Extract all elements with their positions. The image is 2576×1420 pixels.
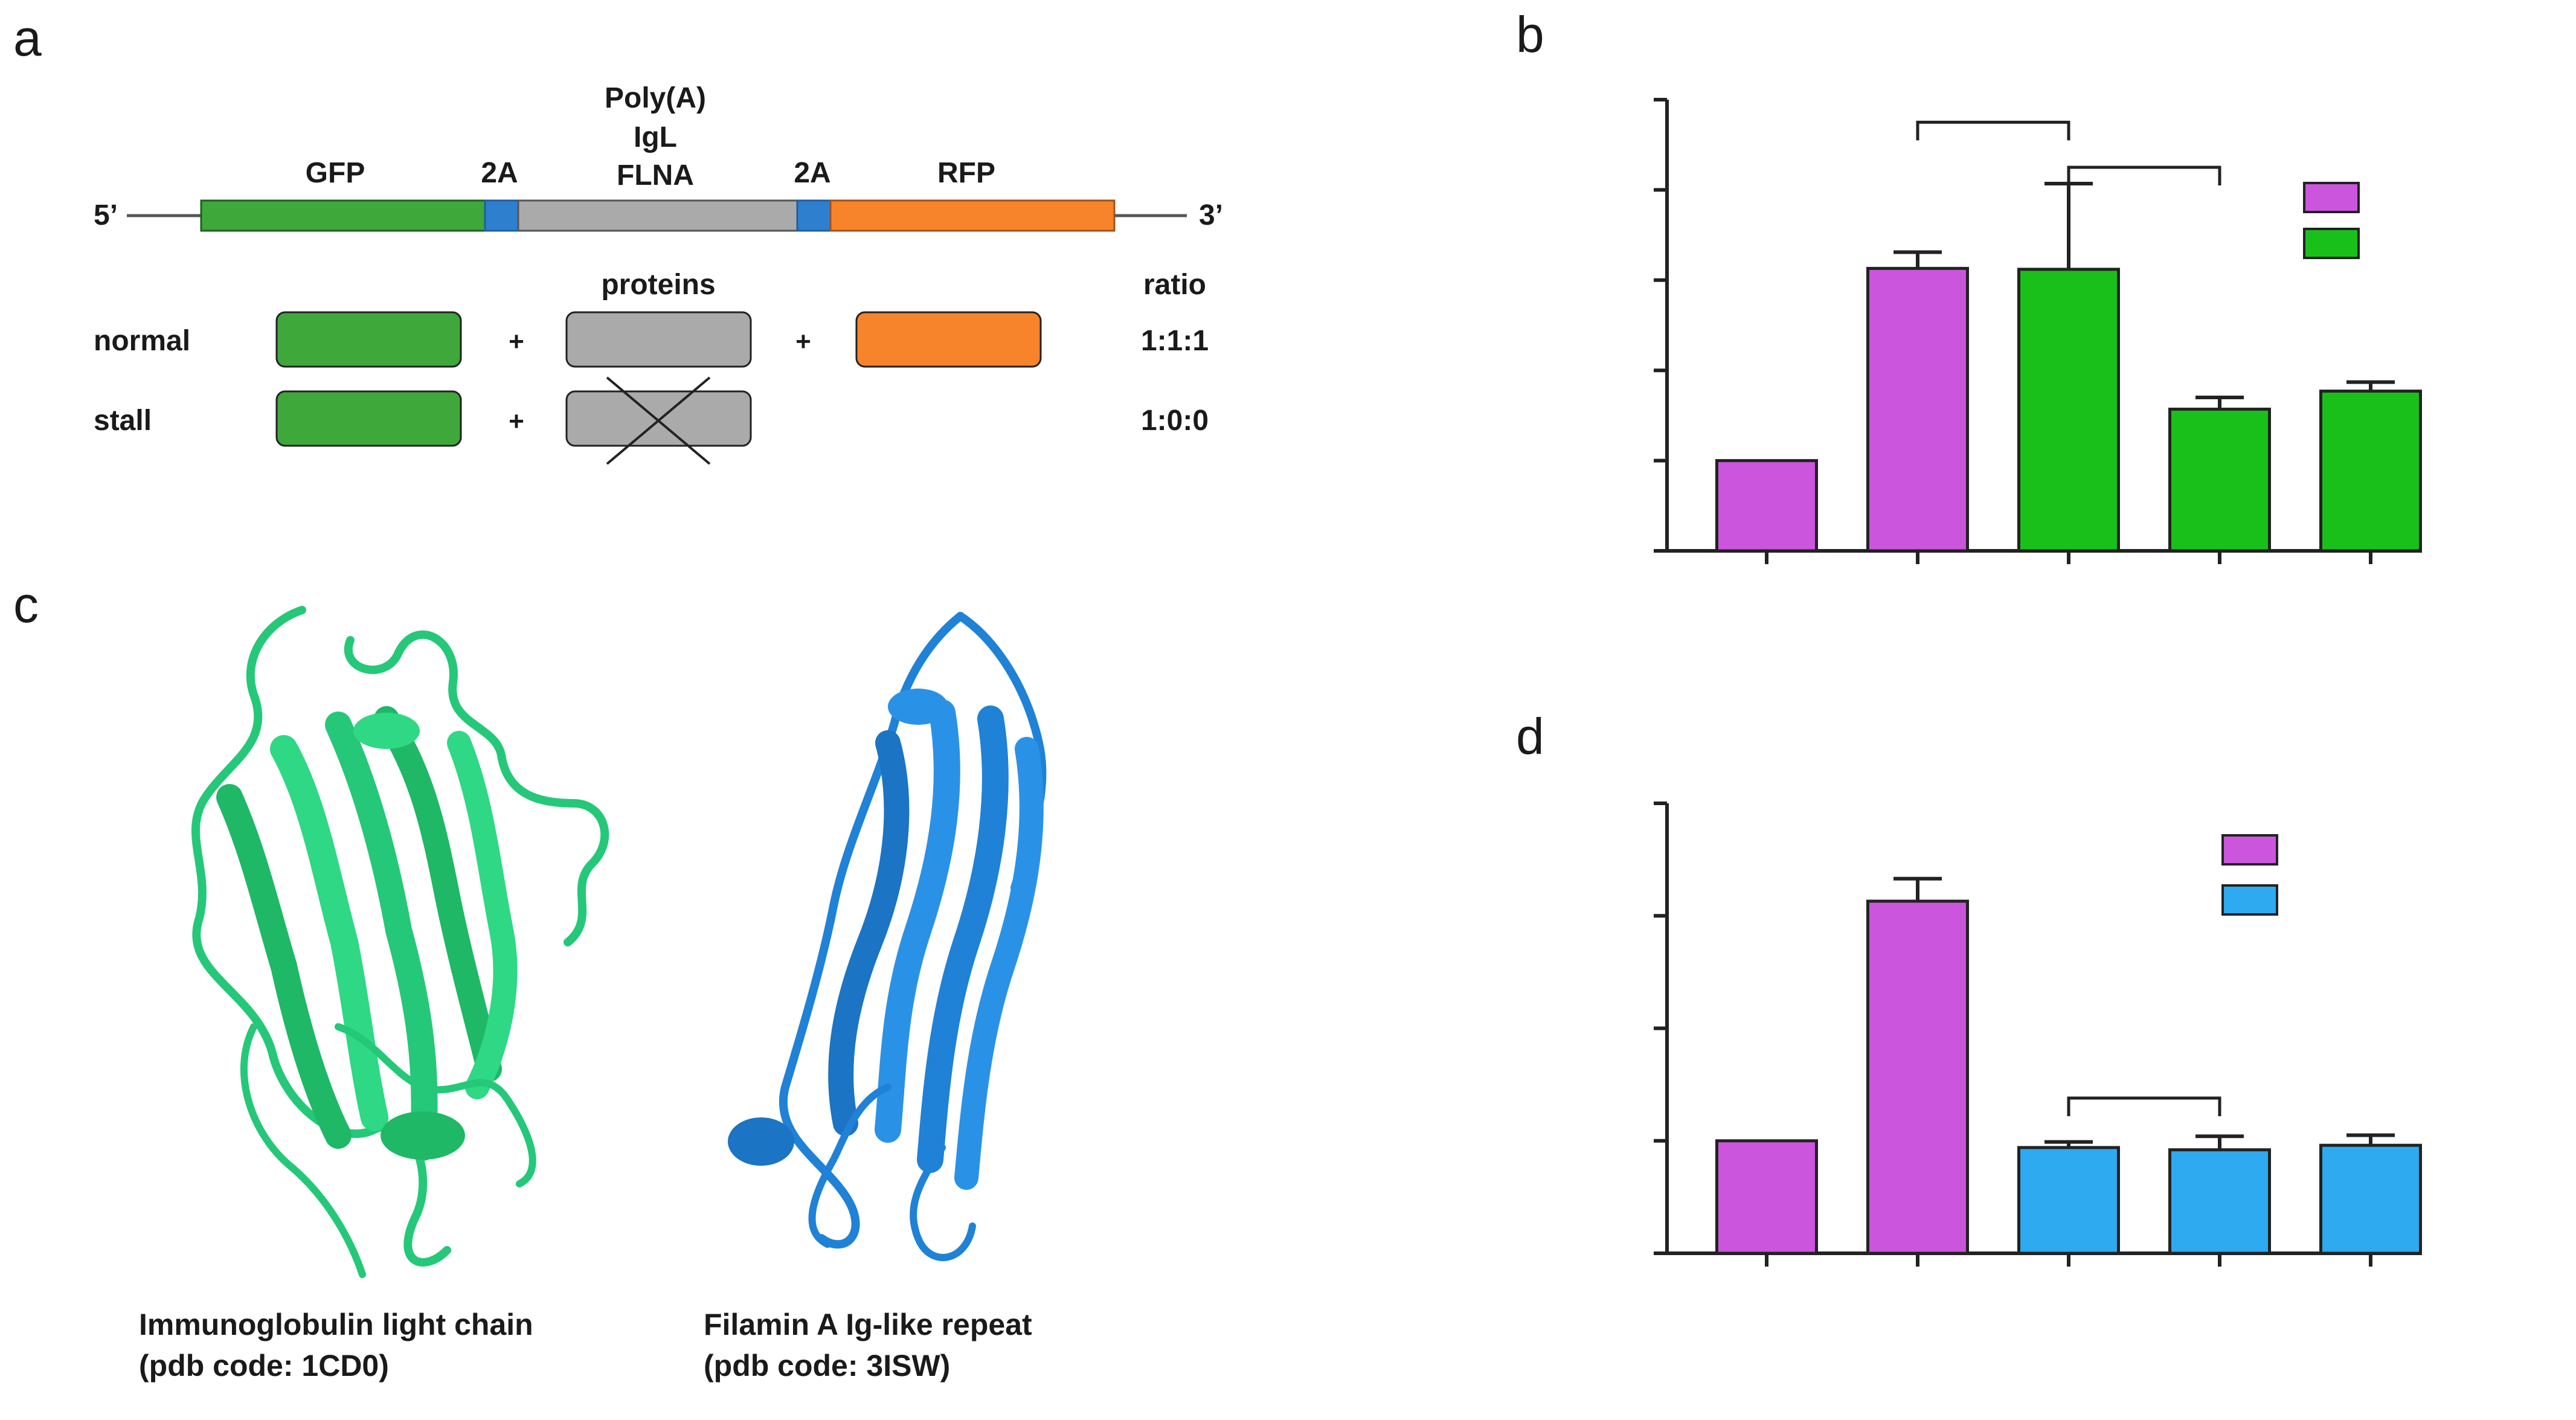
cross-mark: [606, 376, 711, 465]
chart-b: [1654, 98, 2422, 564]
legend-swatch: [2303, 182, 2360, 213]
row-label-stall: stall: [94, 405, 152, 437]
2a-segment-1: [484, 199, 519, 232]
flna-caption-pdb-code: (pdb code: 3ISW): [704, 1349, 950, 1383]
legend-swatch: [2303, 228, 2360, 259]
flna-caption-title: Filamin A Ig-like repeat: [704, 1308, 1032, 1341]
ratio-normal: 1:1:1: [1141, 325, 1209, 357]
igl-caption-title: Immunoglobulin light chain: [139, 1308, 533, 1341]
plus-sign: +: [509, 327, 524, 356]
2a-segment-2: [796, 199, 832, 232]
insert-label-flna: FLNA: [617, 159, 694, 191]
bar: [2017, 1146, 2120, 1255]
legend-swatch: [2221, 884, 2278, 916]
three-prime-label: 3’: [1199, 199, 1223, 231]
insert-label-igl: IgL: [634, 121, 677, 153]
panel-c: c Immunoglobulin light chain Filamin A I…: [13, 576, 1047, 1383]
bar: [1715, 459, 1818, 553]
bar: [1866, 266, 1969, 553]
rfp-label: RFP: [937, 157, 995, 189]
bar: [1715, 1139, 1818, 1255]
panel-d-letter: d: [1516, 708, 1544, 765]
proteins-header: proteins: [601, 269, 715, 301]
ratio-stall: 1:0:0: [1141, 405, 1209, 437]
panel-d: d: [1516, 708, 2422, 1267]
gfp-segment: [200, 199, 486, 232]
rfp-segment: [829, 199, 1116, 232]
panel-c-letter: c: [13, 576, 39, 633]
bar: [2017, 268, 2120, 553]
2a-label-2: 2A: [794, 157, 830, 189]
five-prime-label: 5’: [94, 199, 118, 231]
igl-caption-pdb-code: (pdb code: 1CD0): [139, 1349, 389, 1383]
panel-b-letter: b: [1516, 6, 1544, 63]
bar: [1866, 899, 1969, 1255]
stall-insert-protein: [565, 390, 752, 447]
panel-a-letter: a: [13, 10, 42, 66]
normal-insert-protein: [565, 311, 752, 368]
igl-structure-image: [191, 606, 609, 1278]
legend-swatch: [2221, 834, 2278, 866]
2a-label-1: 2A: [481, 157, 518, 189]
stall-gfp-protein: [275, 390, 462, 447]
bar: [2168, 407, 2271, 553]
significance-bracket: [1916, 120, 2070, 141]
bar: [2319, 1143, 2422, 1255]
normal-rfp-protein: [855, 311, 1042, 368]
insert-segment: [517, 199, 798, 232]
row-label-normal: normal: [94, 325, 190, 357]
panel-a: a 5’ 3’ GFP 2A Poly(A) IgL FLNA 2A RFP p…: [13, 10, 1223, 465]
panel-b: b: [1516, 6, 2422, 564]
significance-bracket: [2067, 1096, 2221, 1116]
insert-label-polya: Poly(A): [605, 82, 706, 114]
bar: [2168, 1148, 2271, 1255]
normal-gfp-protein: [275, 311, 462, 368]
ratio-header: ratio: [1143, 269, 1206, 301]
chart-d: [1654, 802, 2422, 1267]
plus-sign: +: [795, 327, 811, 356]
significance-bracket: [2067, 165, 2221, 186]
flna-structure-image: [728, 612, 1047, 1261]
bar: [2319, 390, 2422, 553]
plus-sign: +: [509, 406, 524, 436]
gfp-label: GFP: [306, 157, 365, 189]
